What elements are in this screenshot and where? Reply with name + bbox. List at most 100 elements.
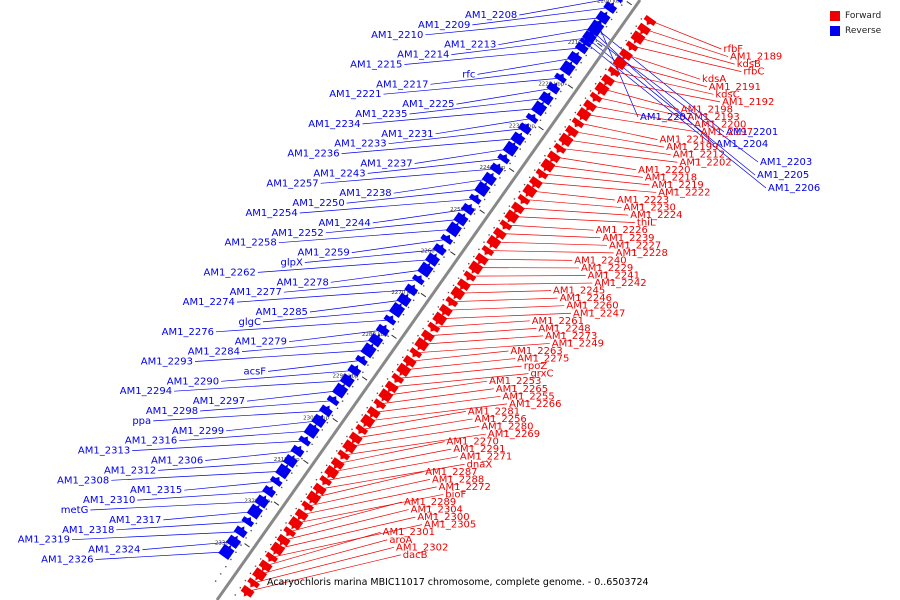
leader-line: [613, 71, 714, 95]
leader-line: [511, 216, 635, 223]
leader-line: [433, 320, 530, 328]
track-dot: [356, 378, 359, 381]
track-dot: [432, 313, 435, 315]
track-dot: [594, 82, 597, 85]
gene-label: AM1_2202: [679, 157, 731, 168]
reverse-gene-head: [326, 396, 337, 407]
leader-line: [142, 541, 234, 550]
forward-gene-head: [291, 516, 304, 530]
leader-line: [393, 178, 490, 194]
gene-label: AM1_2256: [475, 414, 527, 425]
gene-label: AM1_2231: [381, 129, 433, 140]
track-dot: [458, 234, 461, 237]
track-dot: [523, 183, 526, 186]
forward-gene-head: [484, 245, 495, 256]
track-dot: [513, 198, 516, 200]
forward-swatch: [830, 10, 840, 21]
track-dot: [407, 306, 410, 309]
forward-gene-head: [561, 132, 574, 146]
leader-line: [361, 411, 466, 430]
gene-label: AM1_2306: [151, 456, 203, 467]
forward-gene-head: [340, 449, 351, 460]
gene-label: AM1_2318: [62, 525, 114, 536]
track-dot: [387, 335, 390, 338]
gene-label: AM1_2221: [329, 89, 381, 100]
gene-label: AM1_2189: [730, 52, 782, 63]
leader-line: [337, 441, 445, 464]
forward-gene-head: [430, 321, 441, 332]
track-dot: [580, 61, 582, 64]
track-dot: [615, 54, 617, 56]
gene-label: AM1_2192: [722, 97, 774, 108]
gene-label: AM1_2239: [602, 233, 654, 244]
forward-gene-head: [309, 490, 322, 504]
forward-gene-head: [399, 362, 412, 376]
track-dot: [366, 406, 369, 409]
reverse-gene-head: [538, 92, 551, 106]
gene-label: kdsC: [715, 89, 739, 100]
forward-gene-head: [273, 541, 286, 555]
forward-gene-head: [646, 15, 657, 26]
gene-label: glpX: [280, 258, 302, 269]
track-dot: [528, 176, 531, 179]
tick-mark: [508, 167, 515, 173]
track-dot: [443, 256, 445, 258]
track-dot: [605, 25, 608, 28]
legend: Forward Reverse: [830, 8, 892, 38]
legend-forward: Forward: [830, 8, 892, 23]
gene-label: AM1_2208: [465, 10, 517, 21]
tick-mark: [244, 543, 250, 548]
track-dot: [386, 378, 389, 380]
reverse-gene-head: [262, 486, 273, 498]
track-dot: [417, 334, 419, 337]
track-dot: [326, 421, 329, 424]
leader-line: [427, 328, 537, 337]
track-dot: [448, 249, 450, 251]
gene-label: rfbF: [723, 44, 743, 55]
leader-line: [341, 138, 518, 154]
track-dot: [585, 54, 588, 57]
gene-label: AM1_2212: [673, 150, 725, 161]
leader-line: [271, 524, 423, 558]
forward-gene-head: [568, 124, 579, 137]
track-dot: [401, 356, 404, 359]
reverse-gene-head: [595, 11, 608, 25]
track-dot: [452, 284, 455, 287]
reverse-swatch: [830, 25, 840, 36]
forward-gene-head: [304, 500, 314, 511]
reverse-gene-head: [226, 535, 238, 549]
track-dot: [529, 133, 532, 136]
gene-label: AM1_2300: [417, 512, 469, 523]
forward-gene-head: [610, 66, 621, 77]
reverse-gene-head: [218, 544, 232, 560]
leader-line: [278, 228, 454, 244]
tick-mark: [538, 126, 544, 131]
track-dot: [239, 586, 242, 589]
leader-line: [535, 182, 657, 193]
gene-label: AM1_2222: [658, 187, 710, 198]
leader-line: [607, 79, 721, 103]
reverse-gene-head: [574, 42, 586, 55]
track-dot: [570, 76, 572, 78]
track-dot: [575, 69, 577, 71]
track-dot: [438, 263, 440, 266]
gene-label: AM1_2288: [432, 474, 484, 485]
chromosome-backbone: [215, 0, 642, 600]
track-dot: [265, 508, 268, 510]
forward-gene-head: [640, 22, 651, 35]
gene-label: AM1_2258: [225, 238, 277, 249]
track-dot: [230, 558, 232, 561]
track-dot: [503, 212, 506, 215]
track-dot: [264, 550, 267, 553]
forward-gene-head: [489, 234, 502, 249]
gene-label: AM1_2273: [545, 331, 597, 342]
gene-label: AM1_2254: [245, 208, 297, 219]
gene-label: AM1_2229: [581, 263, 633, 274]
leader-line: [498, 27, 597, 46]
leader-line: [289, 501, 403, 533]
forward-gene-head: [507, 209, 520, 223]
reverse-gene-head: [510, 132, 523, 146]
reverse-gene-head: [347, 365, 359, 377]
gene-label: AM1_2291: [453, 444, 505, 455]
leader-lines: [71, 0, 767, 592]
